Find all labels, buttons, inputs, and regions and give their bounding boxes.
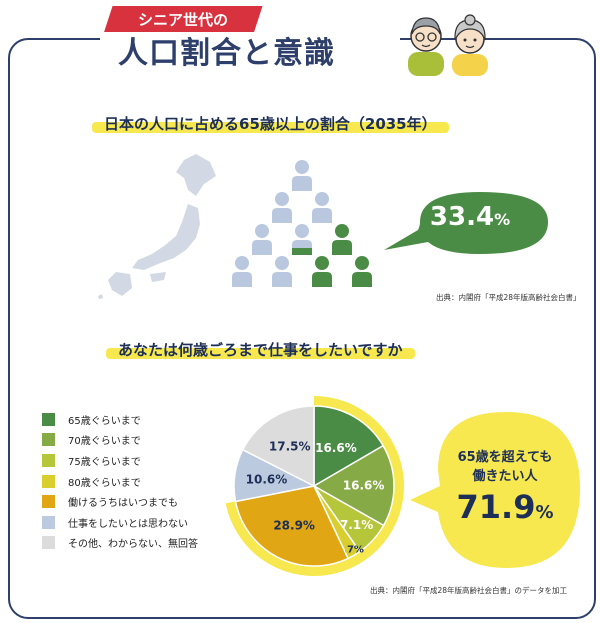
work-age-pie-chart: 16.6% 16.6% 7.1% 2.7% 28.9% 10.6% 17.5% [225,396,404,576]
elderly-share-unit: % [494,210,511,229]
legend-swatch [42,495,55,509]
work-age-heading-text: あなたは何歳ごろまで仕事をしたいですか [118,341,403,359]
legend-label: 75歳ぐらいまで [68,456,141,468]
person-icon [232,256,252,287]
legend-swatch [42,515,55,529]
source-note-population: 出典：内閣府「平成28年版高齢社会白書」 [436,293,581,302]
population-people-icons [232,160,372,287]
legend-label: その他、わからない、無回答 [68,539,198,551]
legend-item: 80歳ぐらいまで [42,471,198,492]
legend-item: その他、わからない、無回答 [42,533,198,554]
person-icon [272,192,292,223]
pie-slice-label: 7.1% [340,518,373,532]
person-icon [312,256,332,287]
senior-couple-icon [408,14,488,76]
heading-highlight [92,122,449,133]
legend-label: 働けるうちはいつまでも [68,498,178,510]
person-icon [312,192,332,223]
work-age-section-heading: あなたは何歳ごろまで仕事をしたいですか [106,339,415,360]
legend-swatch [42,536,55,550]
source-note-work-age: 出典：内閣府「平成28年版高齢社会白書」のデータを加工 [370,586,568,595]
speech-bubble-yellow [410,412,580,568]
callout-line-1: 65歳を超えても [457,450,553,465]
person-icon [332,224,352,255]
callout-value: 71.9 [456,488,536,526]
callout-unit: % [535,502,554,523]
person-icon [252,224,272,255]
legend-swatch [42,412,55,426]
legend-item: 65歳ぐらいまで [42,409,198,430]
japan-map-icon [98,154,216,299]
legend-label: 80歳ぐらいまで [68,477,141,489]
population-heading-text: 日本の人口に占める65歳以上の割合（2035年） [104,115,437,133]
pie-slice-label: 16.6% [343,479,385,493]
callout-line-2: 働きたい人 [472,469,538,484]
heading-highlight [106,348,415,359]
pie-slice [241,405,315,488]
title-tab-label: シニア世代の [137,11,228,29]
legend-swatch [42,474,55,488]
population-section-heading: 日本の人口に占める65歳以上の割合（2035年） [92,113,449,134]
person-icon [292,160,312,191]
callout-stat: 71.9% [440,488,570,526]
pie-slice-label: 16.6% [315,441,357,455]
legend-swatch [42,433,55,447]
legend-item: 75歳ぐらいまで [42,450,198,471]
legend-item: 働けるうちはいつまでも [42,491,198,512]
title-background [100,32,400,76]
person-icon [352,256,372,287]
elderly-share-value: 33.4 [429,202,495,232]
legend-label: 仕事をしたいとは思わない [68,518,188,530]
legend-label: 65歳ぐらいまで [68,415,141,427]
pie-slice [312,444,395,527]
speech-bubble-green [384,192,548,254]
person-icon [272,256,292,287]
pie-legend: 65歳ぐらいまで 70歳ぐらいまで 75歳ぐらいまで 80歳ぐらいまで働けるうちはいつ… [42,409,198,553]
elderly-share-stat: 33.4% [400,197,540,237]
pie-slice-label: 17.5% [269,439,311,453]
pie-slice-label: 28.9% [273,518,315,532]
legend-item: 70歳ぐらいまで [42,430,198,451]
page-title: 人口割合と意識 [118,36,335,71]
legend-swatch [42,453,55,467]
pie-slice [313,405,385,488]
legend-item: 仕事をしたいとは思わない [42,512,198,533]
pie-slice [234,485,350,567]
person-icon [292,224,312,255]
pie-slice-label: 10.6% [246,472,288,486]
legend-label: 70歳ぐらいまで [68,436,141,448]
pie-slice-label: 2.7% [336,544,364,555]
